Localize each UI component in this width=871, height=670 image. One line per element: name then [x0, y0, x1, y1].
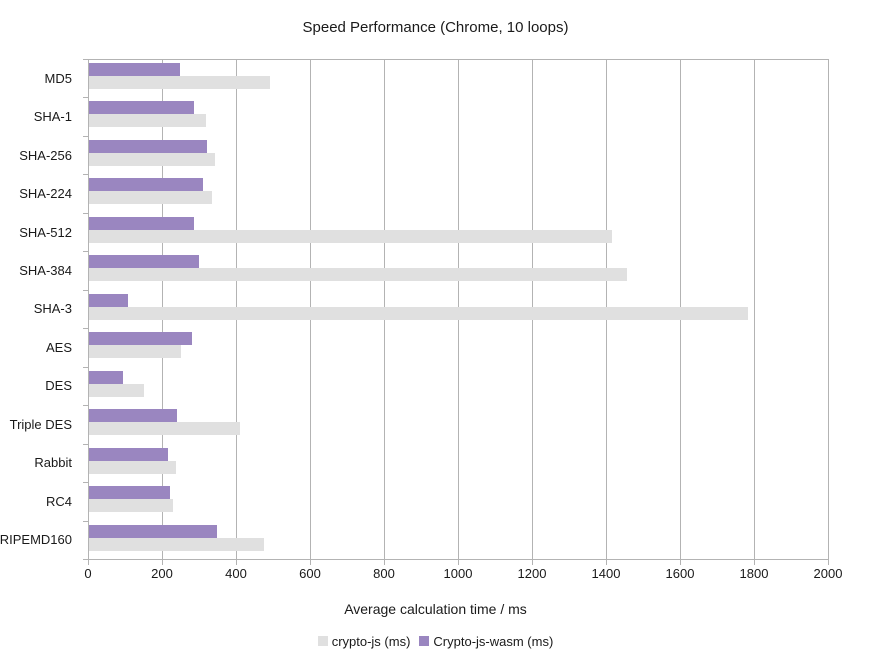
x-axis-tick-label: 800	[373, 566, 395, 581]
y-axis-tick	[83, 97, 88, 99]
bar-rc4-crypto-js-ms	[89, 499, 173, 513]
bar-sha-1-crypto-js-wasm-ms	[89, 101, 195, 115]
x-axis-tick-label: 1800	[739, 566, 769, 581]
y-axis-labels: MD5 SHA-1 SHA-256 SHA-224 SHA-512 SHA-384 SHA-…	[0, 59, 80, 560]
y-axis-label-triple-des: Triple DES	[9, 416, 72, 432]
x-axis-tick-label: 2000	[813, 566, 843, 581]
x-axis-labels: 0 200 400 600 800 1000 1200 1400 1600 1800 2000	[84, 566, 842, 582]
y-axis-label-ripemd160: RIPEMD160	[0, 532, 72, 548]
legend-label-crypto-js-ms: crypto-js (ms)	[331, 633, 411, 649]
bar-sha-3-crypto-js-ms	[89, 306, 748, 320]
bar-sha-1-crypto-js-ms	[89, 114, 206, 128]
y-axis-label-rabbit: Rabbit	[34, 455, 72, 471]
x-axis-tick	[606, 560, 607, 565]
bar-sha-512-crypto-js-ms	[89, 229, 612, 243]
y-axis-label-sha-3: SHA-3	[33, 301, 72, 317]
x-axis-tick	[754, 560, 755, 565]
y-axis-tick	[83, 251, 88, 253]
bar-md5-crypto-js-wasm-ms	[89, 63, 180, 76]
x-axis-tick	[236, 560, 237, 565]
y-axis-tick	[83, 520, 88, 522]
y-axis-tick	[83, 328, 88, 330]
y-axis-label-sha-512: SHA-512	[19, 224, 72, 240]
bar-aes-crypto-js-ms	[89, 345, 182, 359]
bar-des-crypto-js-wasm-ms	[89, 370, 124, 384]
gridline	[828, 59, 829, 560]
x-axis-tick-label: 1200	[517, 566, 547, 581]
plot-area	[83, 59, 829, 565]
x-axis-tick-label: 1600	[665, 566, 695, 581]
y-axis-tick	[83, 443, 88, 445]
x-axis-tick	[532, 560, 533, 565]
y-axis-tick	[83, 289, 88, 291]
legend-marker-crypto-js-wasm-ms	[419, 636, 430, 646]
bar-aes-crypto-js-wasm-ms	[89, 332, 192, 346]
bar-triple-des-crypto-js-wasm-ms	[89, 409, 178, 423]
y-axis-tick	[83, 366, 88, 368]
x-axis-tick	[310, 560, 311, 565]
y-axis-label-aes: AES	[45, 339, 72, 355]
x-axis-tick	[680, 560, 681, 565]
bar-sha-256-crypto-js-ms	[89, 152, 215, 166]
y-axis-label-md5: MD5	[44, 70, 72, 86]
bar-rabbit-crypto-js-ms	[89, 460, 176, 474]
y-axis-tick	[83, 212, 88, 214]
bar-rabbit-crypto-js-wasm-ms	[89, 447, 168, 461]
gridline	[754, 59, 755, 560]
bar-sha-512-crypto-js-wasm-ms	[89, 216, 195, 230]
y-axis-tick	[83, 135, 88, 137]
bar-triple-des-crypto-js-ms	[89, 422, 240, 436]
x-axis-tick	[384, 560, 385, 565]
x-axis-tick	[88, 560, 89, 565]
y-axis-tick	[83, 559, 88, 560]
y-axis-tick	[83, 405, 88, 407]
x-axis-tick-label: 1400	[591, 566, 621, 581]
bar-sha-384-crypto-js-wasm-ms	[89, 255, 199, 269]
y-axis-label-des: DES	[45, 378, 72, 394]
y-axis-label-sha-384: SHA-384	[19, 263, 72, 279]
bar-sha-256-crypto-js-wasm-ms	[89, 139, 207, 153]
x-axis-tick	[162, 560, 163, 565]
legend-item-crypto-js-wasm-ms: Crypto-js-wasm (ms)	[419, 634, 553, 649]
x-axis-tick-label: 200	[151, 566, 173, 581]
legend-item-crypto-js-ms: crypto-js (ms)	[317, 633, 411, 649]
bar-ripemd160-crypto-js-wasm-ms	[89, 524, 217, 538]
x-axis-tick	[458, 560, 459, 565]
bar-rc4-crypto-js-wasm-ms	[89, 486, 171, 500]
x-axis-tick	[828, 560, 829, 565]
x-axis-tick-label: 400	[225, 566, 247, 581]
legend-marker-crypto-js-ms	[317, 636, 328, 646]
legend-label-crypto-js-wasm-ms: Crypto-js-wasm (ms)	[433, 633, 554, 649]
x-axis-title: Average calculation time / ms	[344, 601, 527, 617]
legend: crypto-js (ms) Crypto-js-wasm (ms)	[0, 633, 871, 649]
bar-sha-224-crypto-js-wasm-ms	[89, 178, 203, 192]
y-axis-label-sha-1: SHA-1	[33, 109, 72, 125]
x-axis-tick-label: 600	[299, 566, 321, 581]
x-axis-tick-label: 0	[84, 566, 92, 581]
y-axis-line	[88, 59, 89, 560]
y-axis-label-sha-224: SHA-224	[19, 186, 72, 202]
bar-sha-3-crypto-js-wasm-ms	[89, 293, 128, 307]
bar-sha-384-crypto-js-ms	[89, 268, 627, 282]
x-axis-tick-label: 1000	[443, 566, 473, 581]
bar-sha-224-crypto-js-ms	[89, 191, 213, 205]
y-axis-label-sha-256: SHA-256	[19, 147, 72, 163]
y-axis-tick	[83, 482, 88, 484]
chart-title: Speed Performance (Chrome, 10 loops)	[302, 19, 569, 36]
y-axis-label-rc4: RC4	[45, 493, 72, 509]
y-axis-tick	[83, 59, 88, 60]
bar-des-crypto-js-ms	[89, 383, 144, 397]
bar-ripemd160-crypto-js-ms	[89, 537, 264, 551]
y-axis-tick	[83, 174, 88, 176]
bar-md5-crypto-js-ms	[89, 76, 271, 89]
